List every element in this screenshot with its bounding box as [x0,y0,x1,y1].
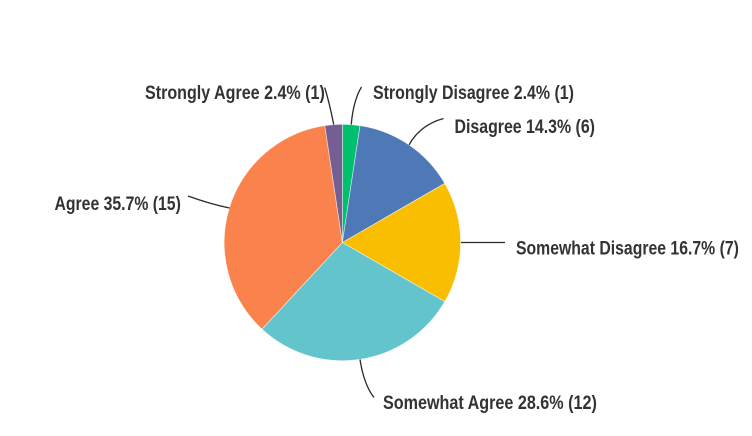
svg-text:Disagree 14.3% (6): Disagree 14.3% (6) [455,116,595,138]
svg-text:Somewhat Disagree 16.7% (7): Somewhat Disagree 16.7% (7) [516,237,739,259]
svg-text:Agree 35.7% (15): Agree 35.7% (15) [55,192,181,214]
svg-text:Strongly Disagree 2.4% (1): Strongly Disagree 2.4% (1) [373,82,574,104]
svg-text:Strongly Agree 2.4% (1): Strongly Agree 2.4% (1) [145,82,325,104]
svg-text:Somewhat Agree 28.6% (12): Somewhat Agree 28.6% (12) [383,392,597,414]
